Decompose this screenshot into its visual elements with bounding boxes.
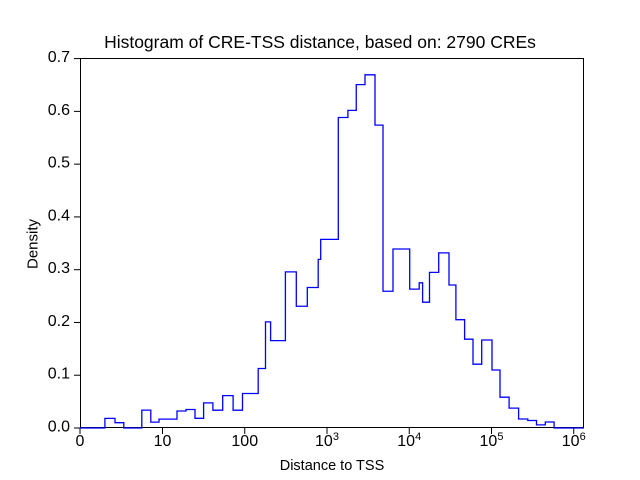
svg-text:0.0: 0.0: [48, 419, 70, 436]
svg-text:0: 0: [76, 433, 85, 450]
svg-text:103: 103: [315, 431, 339, 450]
svg-text:106: 106: [562, 431, 586, 450]
svg-text:0.4: 0.4: [48, 207, 70, 224]
svg-text:10: 10: [154, 433, 172, 450]
svg-text:0.1: 0.1: [48, 366, 70, 383]
svg-text:100: 100: [231, 433, 258, 450]
svg-text:0.2: 0.2: [48, 313, 70, 330]
svg-text:105: 105: [480, 431, 504, 450]
svg-text:0.7: 0.7: [48, 49, 70, 66]
svg-text:0.6: 0.6: [48, 102, 70, 119]
svg-text:0.3: 0.3: [48, 260, 70, 277]
svg-text:104: 104: [397, 431, 421, 450]
svg-text:0.5: 0.5: [48, 155, 70, 172]
